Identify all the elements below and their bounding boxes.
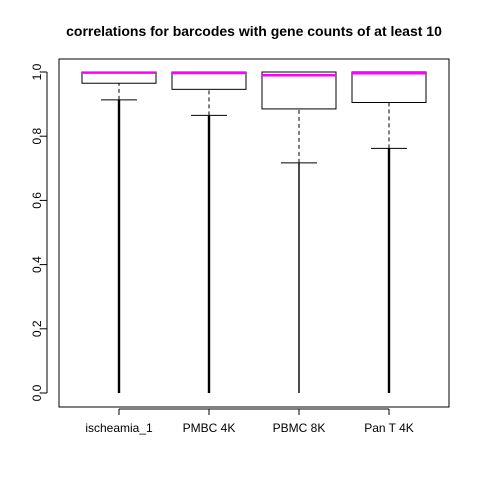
box-3 [261, 71, 337, 393]
box-2 [171, 71, 247, 393]
y-tick-label: 0.4 [30, 256, 44, 273]
boxes [81, 71, 427, 393]
y-tick-label: 0.6 [30, 192, 44, 209]
y-tick-label: 1.0 [30, 63, 44, 80]
box-iqr [351, 71, 427, 103]
y-axis: 0.0 0.2 0.4 0.6 0.8 1.0 [30, 63, 48, 401]
x-tick-label: PMBC 4K [183, 421, 236, 435]
box-1 [81, 71, 157, 393]
chart-title: correlations for barcodes with gene coun… [66, 23, 442, 39]
plot-frame [58, 58, 450, 408]
box-iqr [171, 71, 247, 90]
x-tick-label: Pan T 4K [364, 421, 414, 435]
x-tick-label: ischeamia_1 [85, 421, 153, 435]
y-tick-label: 0.8 [30, 128, 44, 145]
y-tick-label: 0.2 [30, 320, 44, 337]
box-4 [351, 71, 427, 393]
x-axis: ischeamia_1 PMBC 4K PBMC 8K Pan T 4K [85, 408, 414, 435]
x-tick-label: PBMC 8K [273, 421, 326, 435]
box-iqr [261, 71, 337, 110]
y-tick-label: 0.0 [30, 384, 44, 401]
